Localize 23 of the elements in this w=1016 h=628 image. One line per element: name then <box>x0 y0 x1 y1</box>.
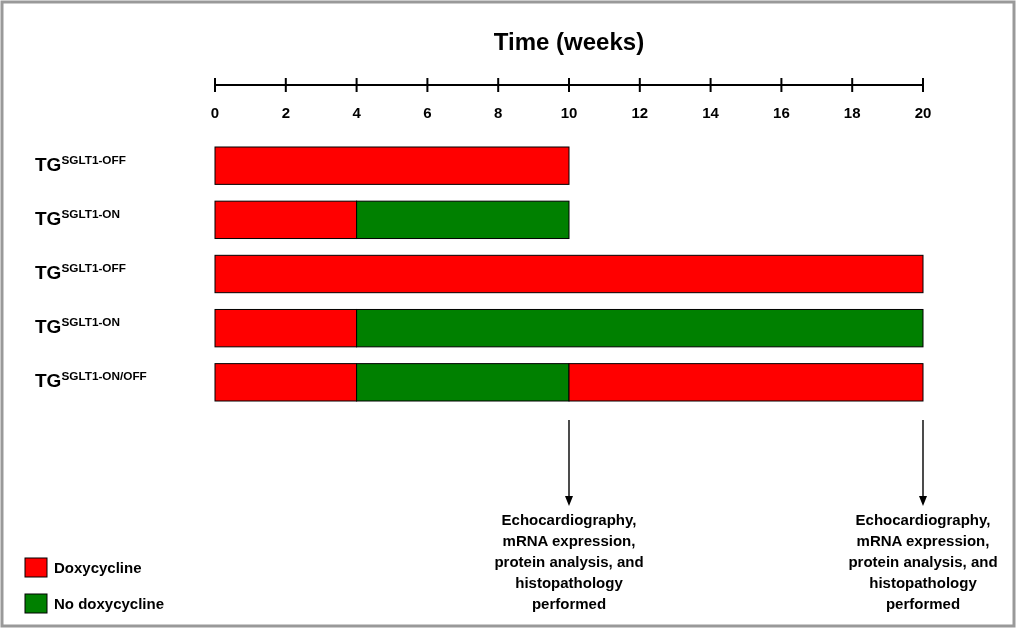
x-tick-label: 2 <box>281 104 290 121</box>
y-tick-label: TG$^{SGLT1-ON}$ <box>35 314 120 338</box>
x-tick-label: 12 <box>631 104 649 121</box>
x-axis-title: Time (weeks) <box>493 28 645 55</box>
x-tick-label: 16 <box>773 104 790 121</box>
text: Echocardiography, mRNA expression, protein analysis, and histopathology performed <box>848 511 998 612</box>
y-tick-label: TG$^{SGLT1-ON}$ <box>35 206 120 229</box>
y-tick-label: TG$^{SGLT1-OFF}$ <box>35 260 126 283</box>
bar <box>214 146 570 185</box>
x-tick-label: 10 <box>560 104 578 121</box>
x-tick-label: 6 <box>423 104 432 121</box>
x-tick-label: 0 <box>210 104 220 121</box>
legend-label: No doxycycline <box>54 595 165 612</box>
legend-label: Doxycycline <box>54 559 142 576</box>
y-tick-label: TG$^{SGLT1-ON/OFF}$ <box>35 369 147 392</box>
x-tick-label: 14 <box>702 104 720 121</box>
x-tick-label: 4 <box>352 104 362 121</box>
x-tick-label: 8 <box>494 104 503 121</box>
y-tick-label: TG$^{SGLT1-OFF}$ <box>35 152 126 175</box>
text: Echocardiography, mRNA expression, protein analysis, and histopathology performed <box>494 511 644 612</box>
bar <box>214 254 924 294</box>
x-tick-label: 20 <box>914 104 932 121</box>
x-tick-label: 18 <box>843 104 861 121</box>
